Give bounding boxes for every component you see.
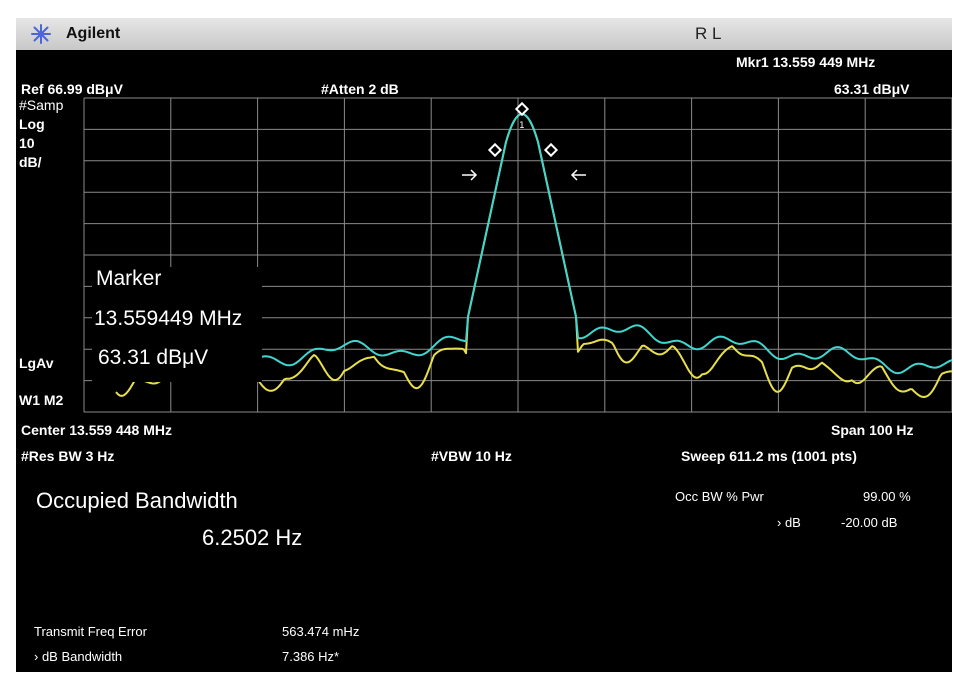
video-bandwidth: #VBW 10 Hz [431,448,512,464]
sweep-time: Sweep 611.2 ms (1001 pts) [681,448,857,464]
marker-annotation-freq: 13.559449 MHz [94,307,243,330]
spectrum-display: 1 [83,97,952,413]
occupied-bandwidth-value: 6.2502 Hz [202,525,303,550]
occ-bw-percent-label: Occ BW % Pwr [675,489,764,504]
marker-diamond-peak-icon [514,101,530,117]
marker-readout-level: 63.31 dBμV [834,81,910,97]
trace-indicator: W1 M2 [19,392,64,408]
bandwidth-arrow-left-icon [462,169,478,181]
occ-bw-percent-value: 99.00 % [863,489,911,504]
marker-annotation-box: Marker 13.559449 MHz 63.31 dBμV [92,267,262,382]
scale-type-label: Log [19,116,45,132]
agilent-logo-icon [31,24,51,44]
bandwidth-arrow-right-icon [570,169,586,181]
ref-level: Ref 66.99 dBμV [21,81,123,97]
transmit-freq-error-value: 563.474 mHz [282,624,360,639]
resolution-bandwidth: #Res BW 3 Hz [21,448,115,464]
xdb-label: › dB [777,515,801,530]
sample-trace [115,113,952,375]
brand-name: Agilent [66,25,121,42]
scale-value-label: 10 [19,135,35,151]
analyzer-screen: Agilent R L Mkr1 13.559 449 MHz Ref 66.9… [16,18,952,672]
attenuation: #Atten 2 dB [321,81,399,97]
xdb-value: -20.00 dB [841,515,898,530]
transmit-freq-error-label: Transmit Freq Error [34,624,147,639]
detector-label: #Samp [19,97,64,113]
scale-unit-label: dB/ [19,154,42,170]
mode-indicator: R L [695,24,722,43]
xdb-bandwidth-value: 7.386 Hz* [282,649,340,664]
span: Span 100 Hz [831,422,914,438]
marker-annotation-level: 63.31 dBμV [98,346,209,369]
marker-diamond-right-icon [543,142,559,158]
marker-annotation-title: Marker [96,267,162,290]
graticule-grid [83,97,952,413]
marker-number-label: 1 [519,121,525,131]
title-bar [16,18,952,50]
marker-readout-freq: Mkr1 13.559 449 MHz [736,54,876,70]
center-frequency: Center 13.559 448 MHz [21,422,172,438]
measurement-title: Occupied Bandwidth [36,488,238,513]
average-type-label: LgAv [19,355,54,371]
marker-diamond-left-icon [487,142,503,158]
xdb-bandwidth-label: › dB Bandwidth [34,649,123,664]
